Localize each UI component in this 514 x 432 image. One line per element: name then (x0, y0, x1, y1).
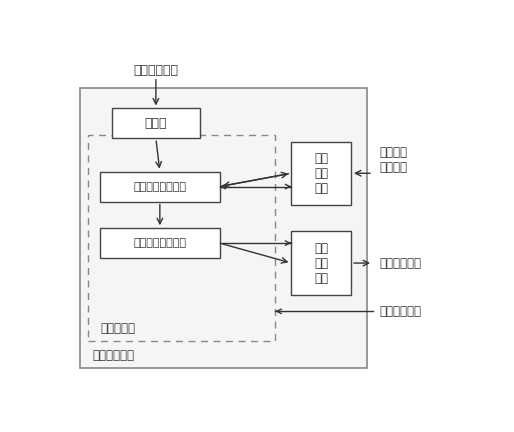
Text: 计算机单元: 计算机单元 (100, 322, 135, 335)
Bar (291, 142, 351, 205)
Text: 拾音器: 拾音器 (144, 117, 167, 130)
Bar (291, 232, 351, 295)
Bar (80, 89, 367, 368)
Text: 限位开关信号: 限位开关信号 (379, 305, 421, 318)
Text: 支撑位置计算模块: 支撑位置计算模块 (133, 238, 187, 248)
Text: 启动信号
参数设置: 启动信号 参数设置 (379, 146, 407, 174)
Text: 噪声音频信号: 噪声音频信号 (133, 64, 178, 76)
Text: 人机
交互
单元: 人机 交互 单元 (314, 152, 328, 195)
Text: 音频识别算法模块: 音频识别算法模块 (133, 181, 187, 191)
Bar (88, 135, 276, 341)
Bar (112, 108, 199, 138)
Text: 气动
控制
单元: 气动 控制 单元 (314, 241, 328, 285)
Text: 智能控制系统: 智能控制系统 (92, 349, 134, 362)
Bar (100, 228, 219, 258)
Text: 驱动对心气缸: 驱动对心气缸 (379, 257, 421, 270)
Bar (100, 172, 219, 201)
